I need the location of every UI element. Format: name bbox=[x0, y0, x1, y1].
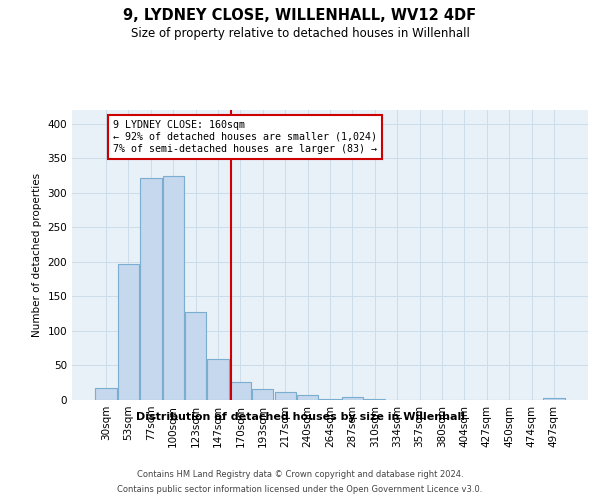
Bar bbox=[95, 388, 117, 400]
Bar bbox=[252, 389, 274, 400]
Text: Contains HM Land Registry data © Crown copyright and database right 2024.: Contains HM Land Registry data © Crown c… bbox=[137, 470, 463, 479]
Bar bbox=[208, 358, 229, 400]
Bar bbox=[118, 264, 139, 400]
Text: Contains public sector information licensed under the Open Government Licence v3: Contains public sector information licen… bbox=[118, 485, 482, 494]
Bar bbox=[140, 178, 161, 400]
Text: 9, LYDNEY CLOSE, WILLENHALL, WV12 4DF: 9, LYDNEY CLOSE, WILLENHALL, WV12 4DF bbox=[124, 8, 476, 22]
Text: Size of property relative to detached houses in Willenhall: Size of property relative to detached ho… bbox=[131, 28, 469, 40]
Bar bbox=[185, 312, 206, 400]
Bar bbox=[543, 398, 565, 400]
Bar bbox=[342, 397, 363, 400]
Bar bbox=[230, 382, 251, 400]
Text: Distribution of detached houses by size in Willenhall: Distribution of detached houses by size … bbox=[136, 412, 464, 422]
Bar bbox=[297, 395, 318, 400]
Bar bbox=[275, 392, 296, 400]
Bar bbox=[163, 176, 184, 400]
Text: 9 LYDNEY CLOSE: 160sqm
← 92% of detached houses are smaller (1,024)
7% of semi-d: 9 LYDNEY CLOSE: 160sqm ← 92% of detached… bbox=[113, 120, 377, 154]
Y-axis label: Number of detached properties: Number of detached properties bbox=[32, 173, 42, 337]
